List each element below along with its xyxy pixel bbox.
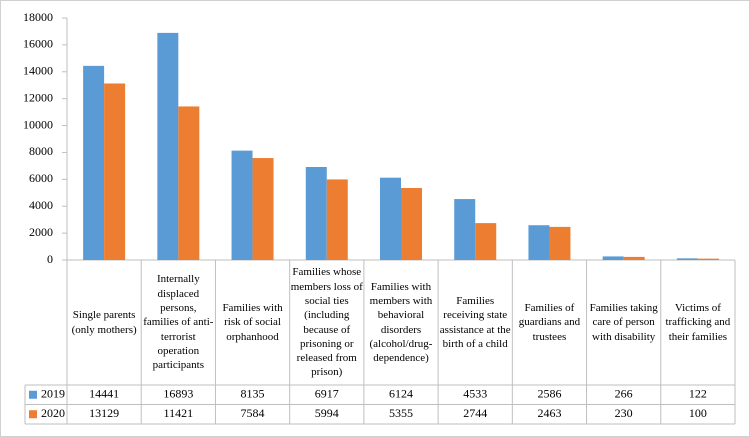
bar	[380, 177, 401, 260]
y-tick-label: 14000	[23, 64, 53, 78]
category-cell: Families with risk of social orphanhood	[222, 302, 283, 343]
table-value: 16893	[163, 387, 193, 401]
bar	[326, 179, 348, 260]
bar	[528, 225, 550, 260]
x-tick-label: Single parents (only mothers)	[71, 309, 137, 336]
table-value: 230	[615, 406, 633, 420]
table-value: 6124	[389, 387, 413, 401]
table-value: 2586	[537, 387, 561, 401]
bar	[231, 150, 253, 260]
bar	[697, 258, 719, 260]
x-tick-label: Families whose members loss of social ti…	[290, 266, 363, 379]
category-cell: Single parents (only mothers)	[71, 309, 137, 336]
y-tick-label: 6000	[29, 171, 53, 185]
category-cell: Families receiving state assistance at t…	[439, 294, 511, 350]
table-value: 5355	[389, 406, 413, 420]
category-cell: Families taking care of person with disa…	[589, 302, 658, 343]
bar	[83, 65, 105, 260]
x-tick-label: Families of guardians and trustees	[518, 302, 581, 343]
y-tick-label: 18000	[23, 10, 53, 24]
table-value: 266	[615, 387, 633, 401]
y-tick-label: 8000	[29, 144, 53, 158]
bar	[676, 258, 698, 260]
y-tick-label: 4000	[29, 198, 53, 212]
category-cell: Families of guardians and trustees	[518, 302, 581, 343]
bar	[475, 223, 497, 260]
x-tick-label: Families taking care of person with disa…	[589, 302, 658, 343]
y-tick-label: 16000	[23, 37, 53, 51]
bar	[602, 256, 624, 260]
legend-label: 2020	[41, 406, 65, 420]
bar	[305, 167, 327, 260]
x-tick-label: Families receiving state assistance at t…	[439, 294, 511, 350]
table-value: 4533	[463, 387, 487, 401]
table-value: 122	[689, 387, 707, 401]
legend-key	[29, 390, 37, 399]
table-value: 2744	[463, 406, 487, 420]
bar	[549, 226, 571, 260]
bar	[401, 188, 422, 260]
bar	[252, 158, 274, 260]
x-tick-label: Internally displaced persons, families o…	[143, 273, 214, 372]
table-value: 100	[689, 406, 707, 420]
table-value: 8135	[241, 387, 265, 401]
table-value: 5994	[315, 406, 339, 420]
x-tick-label: Families with members with behavioral di…	[369, 280, 433, 365]
category-cell: Families whose members loss of social ti…	[290, 266, 363, 379]
bar	[178, 106, 200, 261]
table-value: 14441	[89, 387, 119, 401]
table-value: 2463	[537, 406, 561, 420]
category-cell: Victims of trafficking and their familie…	[665, 302, 731, 343]
bar	[104, 83, 126, 261]
y-tick-label: 10000	[23, 117, 53, 131]
y-tick-label: 0	[47, 252, 53, 266]
bar	[623, 256, 645, 260]
legend-label: 2019	[41, 387, 65, 401]
legend-key	[29, 410, 37, 419]
bar	[454, 199, 476, 260]
y-tick-label: 2000	[29, 225, 53, 239]
y-tick-label: 12000	[23, 90, 53, 104]
x-tick-label: Families with risk of social orphanhood	[222, 302, 283, 343]
x-tick-label: Victims of trafficking and their familie…	[665, 302, 731, 343]
table-value: 7584	[241, 406, 265, 420]
category-cell: Internally displaced persons, families o…	[143, 273, 214, 372]
bar	[157, 32, 179, 261]
table-value: 6917	[315, 387, 339, 401]
table-value: 11421	[164, 406, 194, 420]
category-cell: Families with members with behavioral di…	[369, 280, 433, 365]
table-value: 13129	[89, 406, 119, 420]
